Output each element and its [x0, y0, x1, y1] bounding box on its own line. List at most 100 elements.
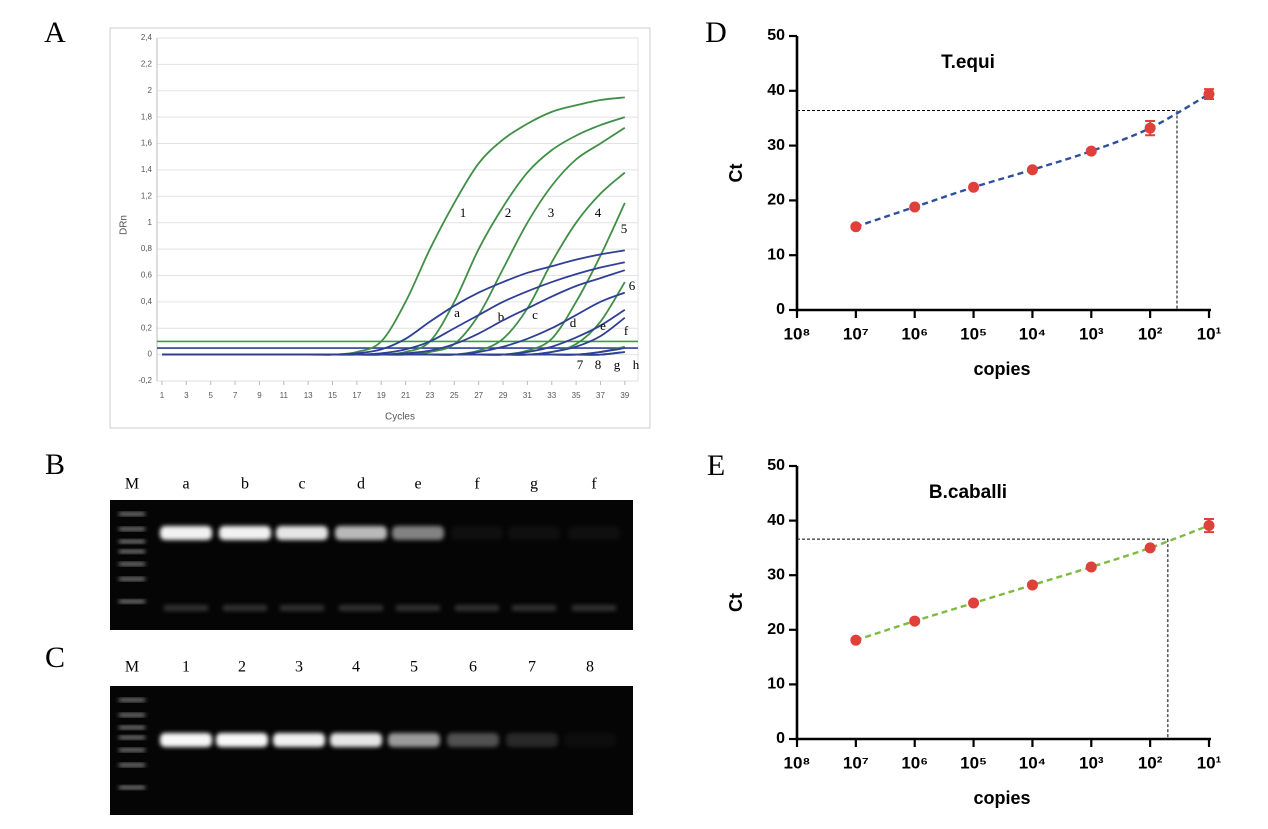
y-tick-label: 10: [767, 246, 785, 263]
curve-label: 8: [595, 357, 602, 372]
y-tick-label: 0: [776, 730, 785, 747]
ladder-band: [119, 786, 145, 789]
primer-band: [164, 605, 208, 611]
lane-label: M: [125, 659, 139, 676]
x-tick-label: 10¹: [1197, 324, 1222, 343]
data-point: [1203, 520, 1215, 532]
x-tick-label: 10⁷: [843, 324, 869, 343]
chart-title: T.equi: [941, 52, 995, 73]
fit-line: [855, 93, 1210, 228]
panel-label: C: [45, 641, 65, 674]
gel-band: [216, 733, 268, 747]
lane-label: e: [414, 476, 421, 493]
y-tick-label: 1,4: [141, 165, 153, 174]
x-tick-label: 13: [304, 391, 313, 400]
ladder-band: [119, 562, 145, 566]
ladder-band: [119, 512, 145, 516]
ladder-band: [119, 550, 145, 553]
curve-label: 4: [595, 205, 602, 220]
lane-label: M: [125, 476, 139, 493]
x-tick-label: 10³: [1079, 324, 1104, 343]
curve-label: f: [624, 323, 629, 338]
lane-label: 2: [238, 659, 246, 676]
ladder-band: [119, 748, 145, 752]
y-tick-label: 20: [767, 192, 785, 209]
x-tick-label: 10⁵: [960, 753, 987, 772]
x-tick-label: 10⁸: [784, 753, 811, 772]
y-tick-label: 30: [767, 566, 785, 583]
ladder-band: [119, 698, 145, 702]
ladder-band: [119, 577, 145, 581]
curve-label: c: [532, 307, 538, 322]
y-axis-label: Ct: [726, 164, 746, 183]
gel-band: [388, 733, 440, 747]
lane-label: 7: [528, 659, 536, 676]
data-point: [1144, 122, 1156, 134]
y-tick-label: 1,2: [141, 191, 153, 200]
data-point: [909, 615, 921, 627]
x-tick-label: 31: [523, 391, 532, 400]
x-tick-label: 10⁶: [901, 324, 928, 343]
y-tick-label: 0,8: [141, 244, 153, 253]
y-tick-label: 0,6: [141, 271, 153, 280]
amplification-curve: [162, 351, 625, 356]
gel-band: [451, 526, 503, 540]
x-tick-label: 11: [280, 391, 289, 400]
curve-label: 1: [460, 205, 467, 220]
data-point: [968, 181, 980, 193]
x-tick-label: 10⁶: [901, 753, 928, 772]
gel-band: [506, 733, 558, 747]
gel-band: [568, 526, 620, 540]
gel-band: [276, 526, 328, 540]
gel-image: [110, 686, 633, 815]
y-tick-label: 50: [767, 457, 785, 474]
x-tick-label: 29: [499, 391, 508, 400]
data-point: [1026, 579, 1038, 591]
gel-band: [330, 733, 382, 747]
y-tick-label: 0,2: [141, 323, 153, 332]
x-tick-label: 33: [547, 391, 556, 400]
lane-label: 3: [295, 659, 303, 676]
y-tick-label: 0,4: [141, 297, 153, 306]
x-tick-label: 17: [352, 391, 361, 400]
gel-band: [447, 733, 499, 747]
y-tick-label: 50: [767, 27, 785, 44]
y-tick-label: 2: [148, 86, 153, 95]
primer-band: [223, 605, 267, 611]
gel-band: [392, 526, 444, 540]
ladder-band: [119, 726, 145, 729]
y-tick-label: 10: [767, 676, 785, 693]
y-tick-label: 30: [767, 137, 785, 154]
x-axis-label: Cycles: [385, 412, 415, 423]
curve-label: g: [614, 357, 621, 372]
lane-label: d: [357, 476, 365, 493]
x-tick-label: 10³: [1079, 753, 1104, 772]
x-axis-label: copies: [973, 788, 1030, 808]
y-tick-label: 20: [767, 621, 785, 638]
gel-band: [273, 733, 325, 747]
data-point: [1203, 88, 1215, 100]
lane-label: f: [474, 476, 480, 493]
lane-label: f: [591, 476, 597, 493]
panel-label: D: [705, 16, 727, 49]
y-tick-label: 0: [148, 350, 153, 359]
x-tick-label: 25: [450, 391, 459, 400]
y-tick-label: 0: [776, 301, 785, 318]
y-tick-label: 1,6: [141, 139, 153, 148]
lane-label: b: [241, 476, 249, 493]
primer-band: [572, 605, 616, 611]
x-tick-label: 37: [596, 391, 605, 400]
y-tick-label: 2,4: [141, 33, 153, 42]
lane-label: 1: [182, 659, 190, 676]
gel-band: [508, 526, 560, 540]
data-point: [909, 201, 921, 213]
x-tick-label: 21: [401, 391, 410, 400]
x-tick-label: 10¹: [1197, 753, 1222, 772]
data-point: [850, 634, 862, 646]
y-tick-label: 40: [767, 82, 785, 99]
ladder-band: [119, 763, 145, 767]
curve-label: 7: [577, 357, 584, 372]
x-tick-label: 10²: [1138, 753, 1163, 772]
ladder-band: [119, 713, 145, 717]
panel-label: E: [707, 449, 725, 482]
